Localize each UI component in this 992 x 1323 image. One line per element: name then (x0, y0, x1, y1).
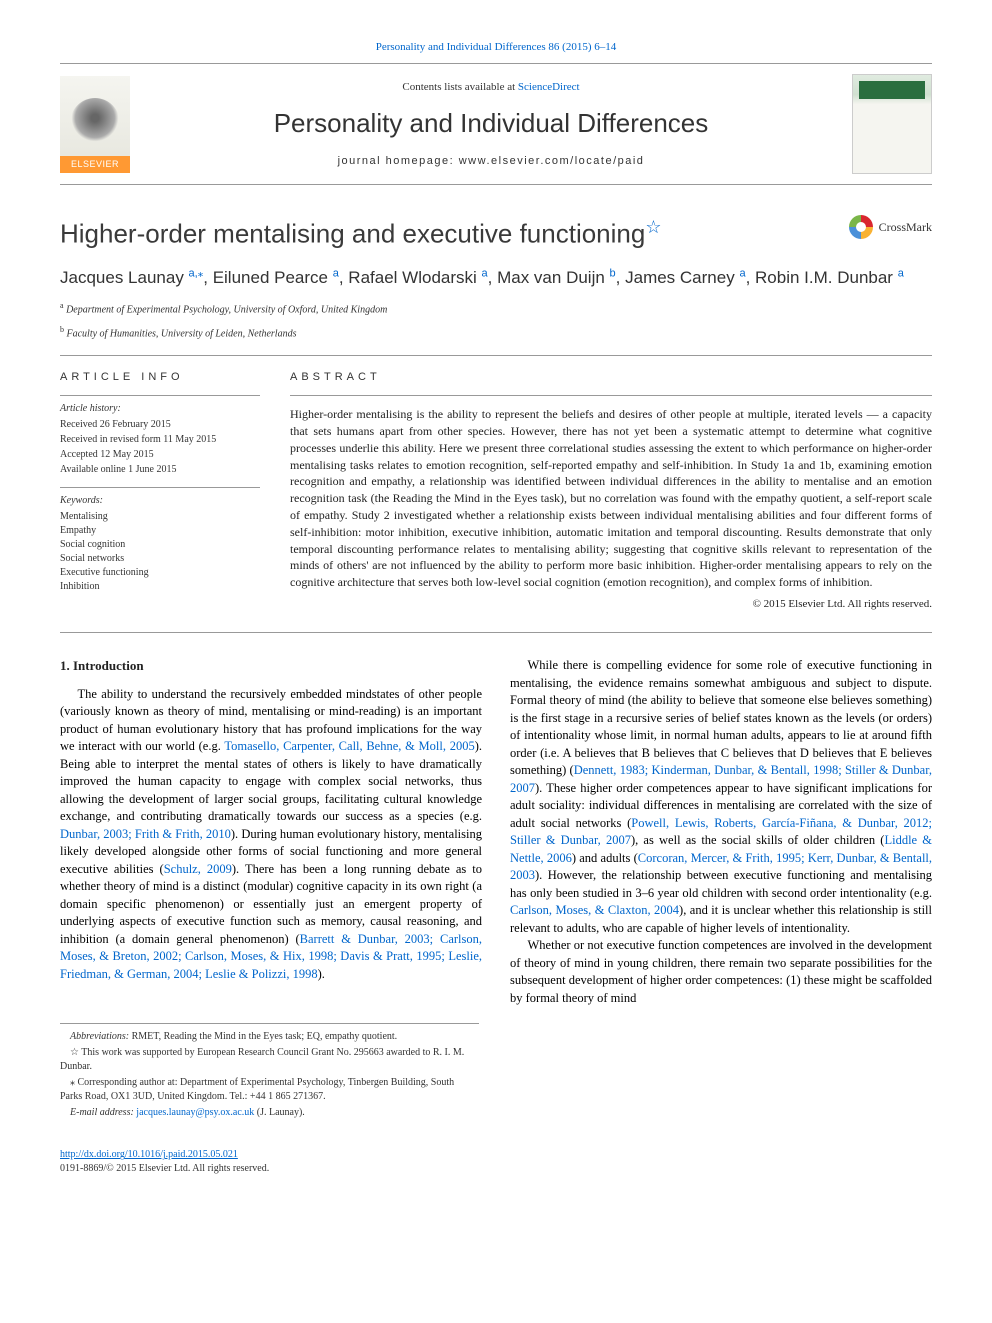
author-name: Rafael Wlodarski (348, 268, 481, 287)
history-revised: Received in revised form 11 May 2015 (60, 433, 260, 447)
footnote-symbol: ☆ (70, 1047, 79, 1058)
article-info-label: article info (60, 370, 260, 385)
doi-link[interactable]: http://dx.doi.org/10.1016/j.paid.2015.05… (60, 1149, 238, 1160)
contents-available-line: Contents lists available at ScienceDirec… (146, 80, 836, 95)
page-footer: http://dx.doi.org/10.1016/j.paid.2015.05… (60, 1148, 932, 1176)
publisher-name: ELSEVIER (60, 156, 130, 173)
body-text: While there is compelling evidence for s… (510, 658, 932, 777)
article-title-text: Higher-order mentalising and executive f… (60, 219, 645, 249)
publisher-logo: ELSEVIER (60, 76, 130, 173)
abstract-block: abstract Higher-order mentalising is the… (290, 370, 932, 613)
author-name: Eiluned Pearce (213, 268, 333, 287)
citation-link[interactable]: Schulz, 2009 (164, 862, 232, 876)
keyword: Mentalising (60, 510, 260, 524)
journal-title: Personality and Individual Differences (146, 105, 836, 141)
email-link[interactable]: jacques.launay@psy.ox.ac.uk (136, 1107, 254, 1118)
keyword: Social networks (60, 552, 260, 566)
footnote-label: Abbreviations: (70, 1031, 129, 1042)
article-title: Higher-order mentalising and executive f… (60, 215, 661, 252)
citation-link[interactable]: Dunbar, 2003; Frith & Frith, 2010 (60, 827, 231, 841)
issn-copyright: 0191-8869/© 2015 Elsevier Ltd. All right… (60, 1162, 932, 1176)
contents-prefix: Contents lists available at (402, 81, 517, 93)
footnote-corresponding: ⁎ Corresponding author at: Department of… (60, 1076, 479, 1104)
history-head: Article history: (60, 402, 260, 416)
author-name: James Carney (625, 268, 739, 287)
keyword: Empathy (60, 524, 260, 538)
abstract-label: abstract (290, 370, 932, 385)
article-info-block: article info Article history: Received 2… (60, 370, 260, 613)
abstract-copyright: © 2015 Elsevier Ltd. All rights reserved… (290, 597, 932, 612)
body-text: ). (318, 967, 325, 981)
crossmark-label: CrossMark (879, 219, 932, 236)
affiliation-b: b Faculty of Humanities, University of L… (60, 324, 932, 341)
citation-line: Personality and Individual Differences 8… (60, 40, 932, 55)
journal-banner: ELSEVIER Contents lists available at Sci… (60, 63, 932, 185)
divider (60, 487, 260, 488)
crossmark-badge[interactable]: CrossMark (849, 215, 932, 239)
footnote-text: This work was supported by European Rese… (60, 1047, 464, 1072)
footnotes-block: Abbreviations: RMET, Reading the Mind in… (60, 1023, 479, 1120)
crossmark-icon (849, 215, 873, 239)
citation-link[interactable]: Tomasello, Carpenter, Call, Behne, & Mol… (224, 739, 474, 753)
body-text: ), as well as the social skills of older… (631, 833, 885, 847)
footnote-email: E-mail address: jacques.launay@psy.ox.ac… (60, 1106, 479, 1120)
author-sep: , (746, 268, 755, 287)
footnote-funding: ☆ This work was supported by European Re… (60, 1046, 479, 1074)
keywords-head: Keywords: (60, 494, 260, 508)
author-name: Max van Duijn (497, 268, 609, 287)
author-sep: , (339, 268, 348, 287)
divider (60, 395, 260, 396)
divider (60, 632, 932, 633)
journal-cover-thumbnail (852, 74, 932, 174)
journal-homepage-line: journal homepage: www.elsevier.com/locat… (146, 154, 836, 169)
author-affiliation-mark[interactable]: a, (189, 268, 198, 280)
keyword: Inhibition (60, 580, 260, 594)
email-tail: (J. Launay). (254, 1107, 305, 1118)
author-name: Jacques Launay (60, 268, 189, 287)
citation-link[interactable]: Carlson, Moses, & Claxton, 2004 (510, 903, 679, 917)
footnote-text: RMET, Reading the Mind in the Eyes task;… (129, 1031, 397, 1042)
affiliation-text: Department of Experimental Psychology, U… (64, 305, 388, 316)
divider (290, 395, 932, 396)
body-paragraph: Whether or not executive function compet… (510, 937, 932, 1007)
footnote-abbreviations: Abbreviations: RMET, Reading the Mind in… (60, 1030, 479, 1044)
affiliation-a: a Department of Experimental Psychology,… (60, 300, 932, 317)
body-text: ) and adults ( (572, 851, 638, 865)
history-online: Available online 1 June 2015 (60, 463, 260, 477)
body-text: ). However, the relationship between exe… (510, 868, 932, 900)
abstract-text: Higher-order mentalising is the ability … (290, 406, 932, 591)
section-heading-introduction: 1. Introduction (60, 657, 482, 675)
author-name: Robin I.M. Dunbar (755, 268, 898, 287)
divider (60, 355, 932, 356)
keyword: Executive functioning (60, 566, 260, 580)
email-label: E-mail address: (70, 1107, 136, 1118)
body-paragraph: While there is compelling evidence for s… (510, 657, 932, 937)
footnote-text: Corresponding author at: Department of E… (60, 1077, 454, 1102)
author-sep: , (488, 268, 497, 287)
tree-icon (70, 98, 120, 148)
keyword: Social cognition (60, 538, 260, 552)
author-sep: , (616, 268, 625, 287)
affiliation-text: Faculty of Humanities, University of Lei… (64, 328, 296, 339)
author-list: Jacques Launay a,⁎, Eiluned Pearce a, Ra… (60, 266, 932, 290)
body-paragraph: The ability to understand the recursivel… (60, 686, 482, 984)
sciencedirect-link[interactable]: ScienceDirect (518, 81, 580, 93)
history-received: Received 26 February 2015 (60, 418, 260, 432)
title-footnote-mark[interactable]: ☆ (645, 217, 661, 237)
article-body: 1. Introduction The ability to understan… (60, 657, 932, 1007)
history-accepted: Accepted 12 May 2015 (60, 448, 260, 462)
author-affiliation-mark[interactable]: a (898, 268, 904, 280)
author-sep: , (203, 268, 212, 287)
